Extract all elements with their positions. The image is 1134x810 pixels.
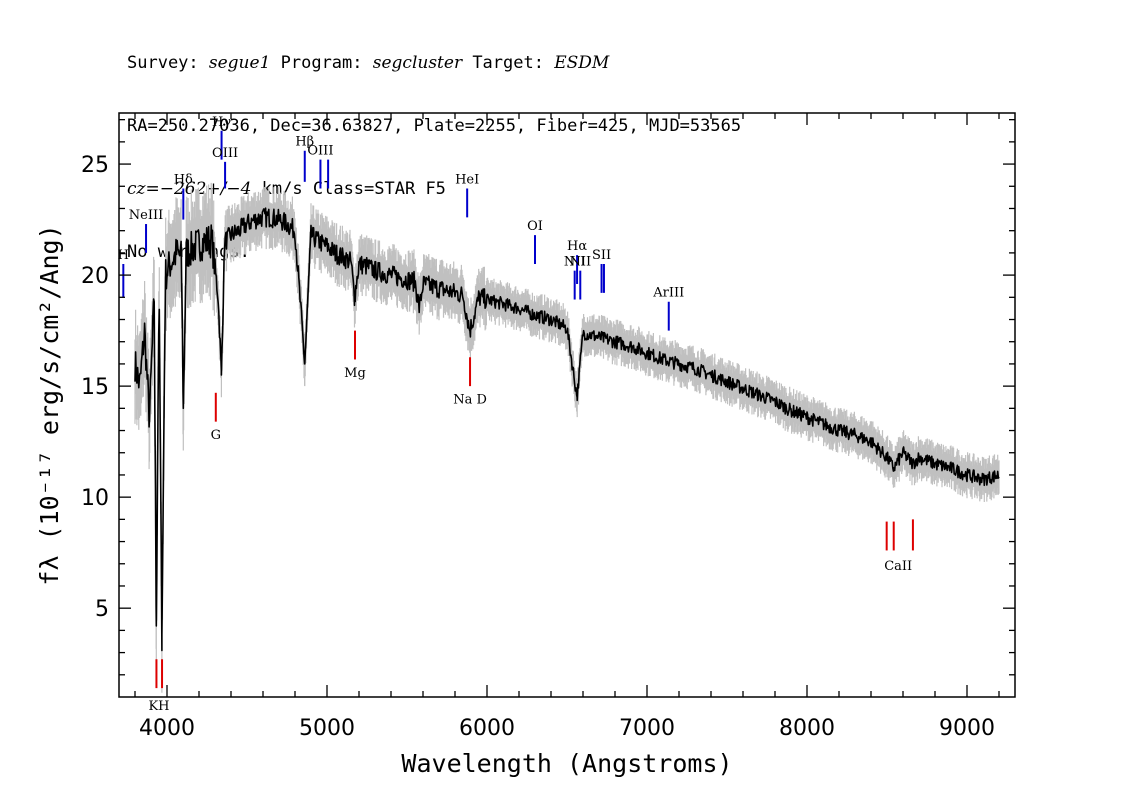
emission-line-label: Hδ (174, 172, 193, 187)
y-tick-label: 15 (81, 375, 109, 400)
flux-series-line (134, 207, 1000, 652)
program-label: Program: (270, 53, 373, 73)
x-tick-label: 5000 (299, 716, 355, 741)
emission-line-label: OIII (307, 144, 333, 159)
emission-line-label: NII (564, 255, 586, 270)
y-tick-label: 25 (81, 153, 109, 178)
emission-line-label: NII (569, 255, 591, 270)
flux-layer (134, 207, 1000, 652)
survey-label: Survey: (127, 53, 209, 73)
y-tick-label: 20 (81, 264, 109, 289)
spectrum-header: Survey: segue1 Program: segcluster Targe… (127, 11, 741, 284)
header-line-coordinates: RA=250.27036, Dec=36.63827, Plate=2255, … (127, 116, 742, 136)
class-value: km/s Class=STAR F5 (251, 179, 446, 199)
emission-line-label: Hα (567, 239, 587, 254)
absorption-line-label: Na D (453, 392, 487, 407)
x-tick-label: 4000 (139, 716, 195, 741)
x-tick-label: 7000 (619, 716, 675, 741)
header-line-survey: Survey: segue1 Program: segcluster Targe… (127, 53, 741, 74)
x-tick-label: 8000 (779, 716, 835, 741)
header-line-redshift: cz=−262+/−4 km/s Class=STAR F5 (127, 179, 741, 200)
emission-line-label: OI (527, 219, 543, 234)
emission-line-label: SII (592, 248, 611, 263)
y-axis-label: fλ (10⁻¹⁷ erg/s/cm²/Ang) (35, 224, 64, 585)
axis-ticks: 4000 5000 6000 7000 8000 9000 5 10 15 20 25 (81, 113, 1015, 741)
x-axis-label: Wavelength (Angstroms) (401, 749, 732, 778)
emission-line-label: NeIII (129, 208, 163, 223)
emission-line-label: Hβ (295, 135, 314, 150)
program-value: segcluster (372, 53, 463, 73)
absorption-line-label: Mg (344, 366, 366, 381)
cz-value: cz=−262+/−4 (127, 179, 252, 199)
y-tick-label: 5 (95, 597, 109, 622)
survey-value: segue1 (208, 53, 271, 73)
target-label: Target: (462, 53, 555, 73)
emission-line-label: OIII (212, 146, 238, 161)
y-tick-label: 10 (81, 486, 109, 511)
emission-line-label: HeI (455, 172, 479, 187)
emission-line-label: Hγ (212, 115, 231, 130)
x-tick-label: 9000 (939, 716, 995, 741)
absorption-line-label: G (211, 428, 221, 443)
plot-frame (118, 112, 1016, 698)
x-tick-label: 6000 (459, 716, 515, 741)
absorption-line-label: KH (148, 699, 169, 714)
emission-line-label: ArIII (652, 286, 684, 301)
absorption-line-label: CaII (884, 559, 912, 574)
emission-line-label: H (118, 248, 129, 263)
target-value: ESDM (554, 53, 610, 73)
